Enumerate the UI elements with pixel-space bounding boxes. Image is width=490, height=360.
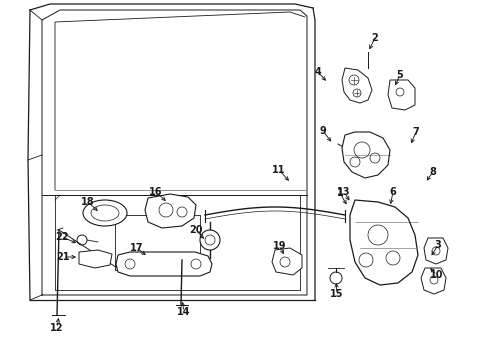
Polygon shape xyxy=(388,80,415,110)
Text: 12: 12 xyxy=(50,323,64,333)
Circle shape xyxy=(205,235,215,245)
Polygon shape xyxy=(350,200,418,285)
Polygon shape xyxy=(421,268,446,294)
Text: 2: 2 xyxy=(371,33,378,43)
Text: 11: 11 xyxy=(272,165,286,175)
Text: 10: 10 xyxy=(430,270,444,280)
Text: 1: 1 xyxy=(337,188,343,198)
Polygon shape xyxy=(424,238,448,264)
Text: 6: 6 xyxy=(390,187,396,197)
Text: 20: 20 xyxy=(189,225,203,235)
Text: 15: 15 xyxy=(330,289,344,299)
Text: 7: 7 xyxy=(413,127,419,137)
Text: 18: 18 xyxy=(81,197,95,207)
Polygon shape xyxy=(342,132,390,178)
Text: 19: 19 xyxy=(273,241,287,251)
Text: 13: 13 xyxy=(337,187,351,197)
Polygon shape xyxy=(145,194,196,228)
Ellipse shape xyxy=(83,200,127,226)
Polygon shape xyxy=(116,252,212,276)
Text: 3: 3 xyxy=(435,240,441,250)
Polygon shape xyxy=(342,68,372,103)
Text: 16: 16 xyxy=(149,187,163,197)
Text: 22: 22 xyxy=(55,232,69,242)
Text: 5: 5 xyxy=(396,70,403,80)
Text: 21: 21 xyxy=(56,252,70,262)
Text: 17: 17 xyxy=(130,243,144,253)
Text: 4: 4 xyxy=(315,67,321,77)
Text: 8: 8 xyxy=(430,167,437,177)
Text: 14: 14 xyxy=(177,307,191,317)
Polygon shape xyxy=(79,250,112,268)
Polygon shape xyxy=(272,248,302,275)
Text: 9: 9 xyxy=(319,126,326,136)
Circle shape xyxy=(200,230,220,250)
Ellipse shape xyxy=(91,205,119,221)
